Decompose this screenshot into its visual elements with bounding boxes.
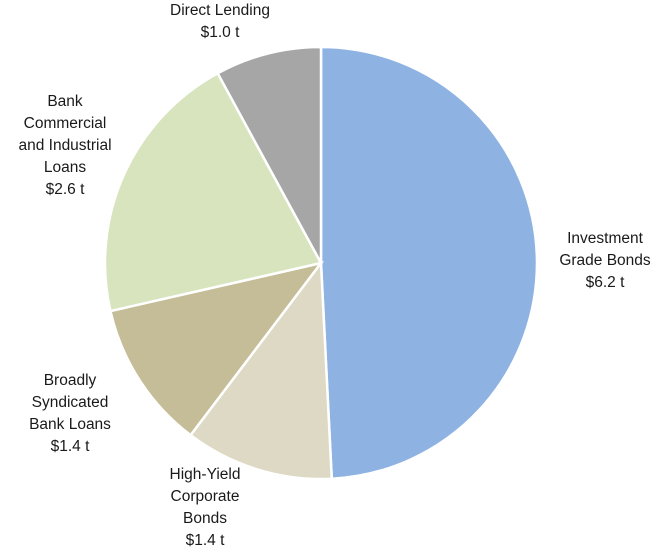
slice-value: $1.4 t bbox=[185, 532, 225, 549]
pie-slice-investment-grade-bonds bbox=[319, 45, 539, 481]
pie-slice-direct-lending bbox=[216, 45, 323, 264]
pie-slice-bank-commercial-and-industrial-loans bbox=[103, 71, 323, 313]
label-broadly-syndicated-bank-loans: Broadly Syndicated Bank Loans $1.4 t bbox=[10, 370, 130, 458]
label-investment-grade-bonds: Investment Grade Bonds $6.2 t bbox=[540, 228, 663, 294]
slice-name: Investment Grade Bonds bbox=[559, 230, 651, 269]
label-direct-lending: Direct Lending $1.0 t bbox=[145, 0, 295, 44]
slice-value: $2.6 t bbox=[45, 181, 85, 198]
slice-value: $1.0 t bbox=[200, 24, 240, 41]
slice-name: Direct Lending bbox=[170, 2, 270, 19]
pie-slice-broadly-syndicated-bank-loans bbox=[108, 261, 325, 437]
pie-slice-high-yield-corporate-bonds bbox=[188, 259, 334, 481]
slice-name: High-Yield Corporate Bonds bbox=[169, 466, 241, 527]
slice-name: Broadly Syndicated Bank Loans bbox=[29, 372, 111, 433]
label-high-yield-corporate-bonds: High-Yield Corporate Bonds $1.4 t bbox=[130, 464, 280, 552]
slice-name: Bank Commercial and Industrial Loans bbox=[18, 93, 112, 176]
slice-value: $6.2 t bbox=[585, 274, 625, 291]
label-bank-commercial-industrial-loans: Bank Commercial and Industrial Loans $2.… bbox=[10, 91, 120, 201]
slice-value: $1.4 t bbox=[50, 438, 90, 455]
